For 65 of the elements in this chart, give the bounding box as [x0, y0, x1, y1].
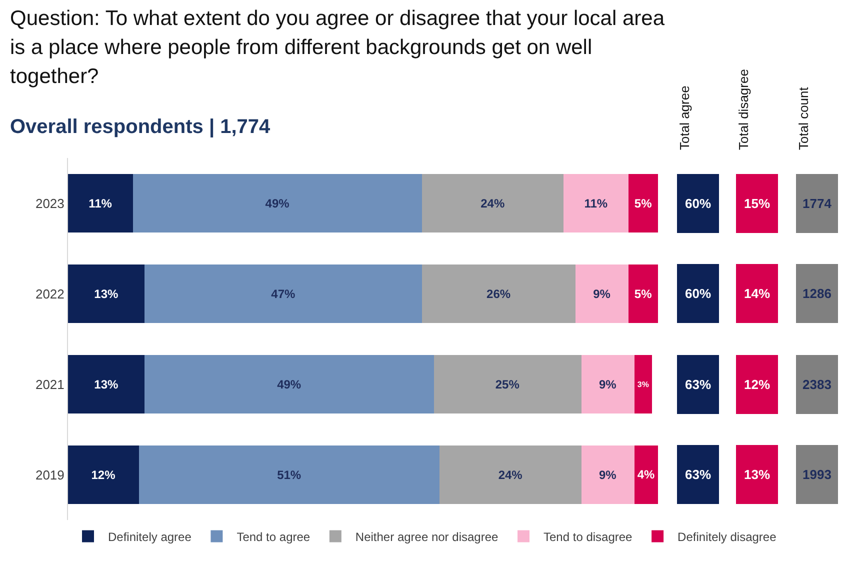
data-label: 24% — [480, 196, 505, 210]
bar — [68, 174, 133, 233]
legend-label: Neither agree nor disagree — [355, 530, 498, 544]
text: Total agree — [677, 84, 693, 150]
data-label: 60% — [677, 264, 719, 324]
data-label: 51% — [277, 468, 302, 482]
data-label: 25% — [495, 377, 520, 392]
bar — [422, 174, 564, 233]
bar — [628, 174, 658, 233]
bar — [575, 264, 628, 324]
bar — [634, 445, 658, 504]
legend-label: Tend to agree — [236, 530, 310, 544]
bar — [138, 445, 440, 504]
bar — [434, 354, 582, 414]
bar — [132, 174, 422, 233]
chart-title: Question: To what extent do you agree or disagree that your local area is a place where people from different backgrounds get on well together? — [10, 6, 665, 90]
data-label: 1993 — [796, 445, 838, 504]
data-label: 9% — [599, 377, 617, 392]
data-label: 11% — [584, 196, 608, 210]
data-label: 49% — [277, 377, 302, 392]
y-tick-label: 2023 — [35, 196, 64, 211]
data-label: 5% — [634, 196, 652, 210]
data-label: 12% — [91, 468, 116, 482]
data-label: 1774 — [796, 174, 838, 233]
bar — [68, 354, 145, 414]
data-label: 47% — [271, 286, 296, 301]
data-label: 1286 — [796, 264, 838, 324]
bar — [581, 354, 634, 414]
legend-label: Tend to disagree — [544, 530, 633, 544]
bar — [144, 264, 422, 324]
data-label: 11% — [88, 196, 112, 210]
bar — [68, 264, 145, 324]
data-label: 60% — [677, 174, 719, 233]
bar — [564, 174, 628, 233]
data-label: 63% — [677, 445, 719, 504]
y-tick-label: 2019 — [35, 467, 64, 482]
text: Total disagree — [736, 68, 752, 150]
data-label: 9% — [599, 468, 617, 482]
y-tick-label: 2022 — [35, 286, 64, 302]
text: Total count — [796, 86, 812, 150]
data-label: 15% — [736, 174, 778, 233]
bar — [581, 445, 634, 504]
data-label: 13% — [94, 286, 119, 301]
data-label: 12% — [736, 354, 778, 414]
data-label: 9% — [593, 286, 611, 301]
data-label: 4% — [637, 468, 656, 482]
data-label: 49% — [265, 196, 290, 210]
bar — [440, 445, 582, 504]
bar — [144, 354, 434, 414]
data-label: 13% — [736, 445, 778, 504]
data-label: 24% — [498, 468, 523, 482]
legend-label: Definitely disagree — [678, 530, 777, 544]
data-label: 63% — [677, 354, 719, 414]
data-label: 2383 — [796, 354, 838, 414]
data-label: 13% — [94, 377, 119, 392]
bar — [68, 445, 139, 504]
data-label: 14% — [736, 264, 778, 324]
bar — [422, 264, 576, 324]
bar — [634, 354, 652, 414]
data-label: 5% — [634, 286, 652, 301]
legend-label: Definitely agree — [108, 530, 192, 544]
y-tick-label: 2021 — [35, 376, 64, 392]
chart-subtitle: Overall respondents | 1,774 — [10, 116, 270, 139]
bar — [628, 264, 658, 324]
data-label: 26% — [486, 286, 511, 301]
